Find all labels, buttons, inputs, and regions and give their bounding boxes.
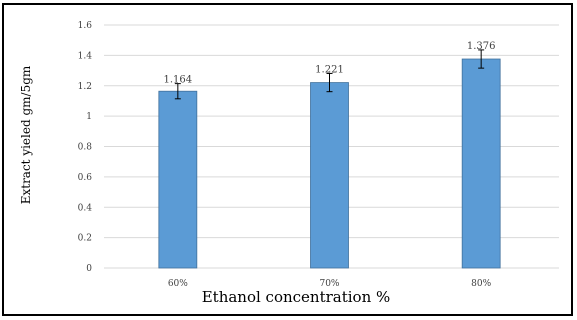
x-tick-label-1: 70%	[319, 279, 339, 289]
y-tick-label-4: 0.8	[78, 143, 93, 153]
error-bar-2	[478, 49, 485, 69]
y-tick-label-1: 0.2	[78, 234, 92, 244]
x-tick-label-0: 60%	[168, 279, 188, 289]
y-tick-label-6: 1.2	[78, 82, 92, 92]
y-tick-label-8: 1.6	[78, 21, 93, 31]
y-tick-label-5: 1	[86, 112, 92, 122]
data-label-0: 1.164	[164, 75, 193, 86]
y-tick-label-0: 0	[86, 264, 92, 274]
y-tick-label-3: 0.6	[78, 173, 93, 183]
chart-frame: 0 0.2 0.4 0.6 0.8 1 1.2 1.4 1.6 1.164 1.221 1.376 …	[2, 3, 573, 316]
bar-1	[310, 82, 349, 269]
x-axis-title: Ethanol concentration %	[202, 288, 391, 306]
error-bar-0	[174, 83, 181, 100]
x-tick-label-2: 80%	[471, 279, 491, 289]
y-tick-labels: 0 0.2 0.4 0.6 0.8 1 1.2 1.4 1.6	[78, 21, 93, 274]
error-bars	[174, 49, 485, 100]
y-tick-label-7: 1.4	[78, 51, 93, 61]
x-tick-labels: 60% 70% 80%	[168, 279, 492, 289]
data-label-2: 1.376	[467, 41, 496, 52]
y-axis-title: Extract yieled gm/5gm	[19, 65, 33, 204]
bar-chart: 00.20.40.60.811.21.41.6 1.1641.2211.376 …	[19, 21, 559, 306]
error-bar-1	[326, 72, 333, 93]
data-labels: 1.164 1.221 1.376	[164, 41, 496, 86]
bar-2	[461, 58, 501, 269]
y-tick-label-2: 0.4	[78, 203, 93, 213]
bars	[158, 58, 501, 269]
bar-0	[158, 90, 198, 269]
data-label-1: 1.221	[315, 64, 344, 75]
